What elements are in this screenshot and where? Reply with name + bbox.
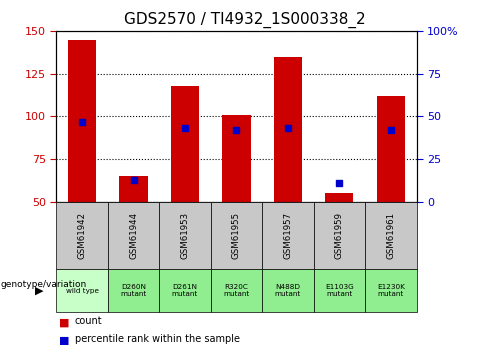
Text: N488D
mutant: N488D mutant <box>275 284 301 297</box>
Point <box>181 126 189 131</box>
Text: GSM61942: GSM61942 <box>77 212 87 259</box>
Text: ■: ■ <box>59 317 69 327</box>
Text: D261N
mutant: D261N mutant <box>172 284 198 297</box>
Text: genotype/variation: genotype/variation <box>1 280 87 289</box>
Text: GSM61944: GSM61944 <box>129 212 138 259</box>
Bar <box>222 115 250 202</box>
Text: GSM61955: GSM61955 <box>232 212 241 259</box>
Text: GSM61957: GSM61957 <box>283 212 293 259</box>
Point <box>233 127 241 133</box>
Text: R320C
mutant: R320C mutant <box>223 284 249 297</box>
Bar <box>120 176 147 202</box>
Text: GSM61953: GSM61953 <box>180 212 190 259</box>
Point <box>387 127 395 133</box>
Bar <box>274 57 302 202</box>
Text: GDS2570 / TI4932_1S000338_2: GDS2570 / TI4932_1S000338_2 <box>124 12 366 28</box>
Text: percentile rank within the sample: percentile rank within the sample <box>75 334 240 344</box>
Bar <box>325 193 353 202</box>
Point <box>335 180 343 186</box>
Text: E1230K
mutant: E1230K mutant <box>377 284 405 297</box>
Text: D260N
mutant: D260N mutant <box>121 284 147 297</box>
Point <box>129 177 137 183</box>
Point <box>284 126 292 131</box>
Text: count: count <box>75 316 102 326</box>
Text: ▶: ▶ <box>35 286 44 296</box>
Text: E1103G
mutant: E1103G mutant <box>325 284 354 297</box>
Text: ■: ■ <box>59 336 69 345</box>
Text: GSM61961: GSM61961 <box>386 212 395 259</box>
Bar <box>377 96 405 202</box>
Text: GSM61959: GSM61959 <box>335 212 344 259</box>
Point <box>78 119 86 124</box>
Text: wild type: wild type <box>66 288 98 294</box>
Bar <box>171 86 199 202</box>
Bar <box>68 40 96 202</box>
